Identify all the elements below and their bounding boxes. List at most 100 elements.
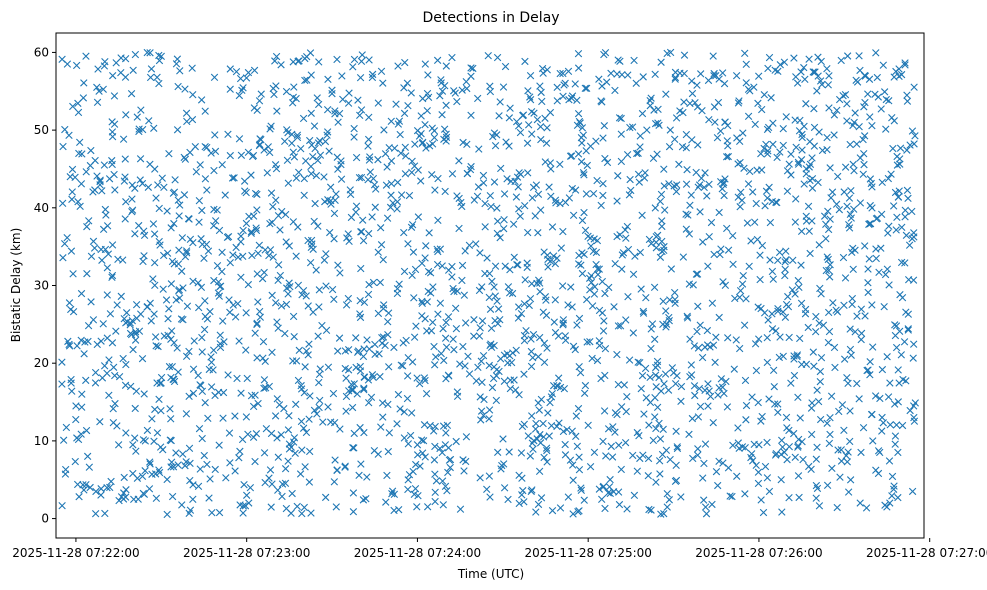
scatter-point (764, 147, 772, 155)
scatter-point (705, 115, 713, 124)
scatter-point (409, 248, 418, 256)
scatter-point (711, 118, 719, 126)
scatter-point (331, 107, 339, 115)
scatter-point (271, 299, 280, 307)
scatter-point (864, 90, 872, 98)
scatter-point (811, 68, 819, 76)
scatter-point (746, 87, 754, 95)
scatter-point (653, 231, 662, 240)
scatter-point (772, 449, 781, 458)
scatter-point (128, 317, 137, 325)
scatter-point (655, 457, 664, 465)
scatter-point (801, 310, 810, 318)
scatter-point (421, 120, 429, 129)
scatter-point (587, 278, 596, 287)
scatter-point (826, 261, 834, 269)
scatter-point (301, 363, 309, 371)
scatter-point (724, 464, 733, 472)
scatter-point (466, 165, 475, 174)
scatter-point (736, 137, 744, 146)
scatter-point (166, 436, 174, 444)
scatter-point (571, 80, 579, 88)
scatter-point (180, 191, 189, 199)
scatter-point (825, 327, 834, 336)
scatter-point (73, 342, 81, 350)
scatter-point (631, 252, 639, 260)
scatter-point (670, 135, 679, 144)
scatter-point (444, 313, 453, 321)
scatter-point (108, 156, 116, 165)
scatter-point (903, 146, 911, 154)
scatter-point (108, 339, 117, 347)
scatter-point (901, 213, 909, 221)
scatter-point (801, 75, 809, 83)
scatter-point (442, 101, 450, 110)
scatter-point (399, 362, 407, 370)
scatter-point (846, 140, 854, 149)
scatter-point (349, 63, 357, 71)
scatter-point (448, 53, 456, 62)
scatter-point (797, 68, 805, 76)
scatter-point (326, 183, 335, 191)
scatter-point (357, 173, 366, 182)
scatter-point (419, 138, 427, 147)
scatter-point (775, 353, 784, 362)
scatter-point (414, 166, 422, 174)
scatter-point (263, 169, 272, 177)
scatter-point (205, 365, 214, 374)
scatter-point (583, 338, 591, 346)
scatter-point (851, 109, 859, 117)
scatter-point (101, 205, 110, 214)
scatter-point (350, 124, 358, 133)
scatter-point (707, 218, 716, 227)
scatter-point (657, 387, 665, 395)
scatter-point (178, 267, 186, 275)
scatter-point (846, 437, 854, 446)
scatter-point (196, 161, 204, 169)
scatter-point (780, 448, 789, 456)
scatter-point (185, 347, 193, 356)
scatter-point (235, 91, 244, 100)
scatter-point (459, 342, 467, 351)
scatter-point (91, 509, 100, 518)
scatter-point (597, 201, 605, 210)
scatter-point (685, 430, 693, 439)
scatter-point (232, 243, 240, 252)
scatter-point (698, 353, 707, 362)
scatter-point (626, 175, 634, 184)
scatter-point (893, 161, 902, 169)
scatter-point (431, 186, 439, 194)
scatter-point (816, 77, 825, 85)
scatter-point (769, 366, 778, 374)
scatter-point (651, 335, 659, 343)
scatter-point (559, 319, 567, 327)
scatter-point (834, 446, 842, 454)
scatter-point (804, 323, 812, 332)
scatter-point (559, 427, 568, 436)
scatter-point (117, 493, 126, 501)
scatter-point (782, 247, 790, 255)
scatter-point (140, 231, 149, 240)
scatter-point (588, 354, 596, 363)
scatter-point (787, 379, 795, 387)
scatter-point (138, 179, 147, 188)
scatter-point (62, 423, 71, 432)
scatter-point (561, 440, 569, 449)
scatter-point (663, 49, 671, 58)
scatter-point (121, 155, 129, 163)
scatter-point (423, 298, 431, 306)
scatter-point (665, 317, 673, 325)
scatter-point (614, 380, 623, 389)
scatter-point (905, 241, 914, 249)
scatter-point (853, 140, 861, 148)
scatter-point (67, 247, 76, 255)
scatter-point (820, 212, 829, 220)
scatter-point (420, 374, 429, 382)
scatter-point (251, 329, 259, 337)
scatter-point (400, 408, 408, 416)
scatter-point (285, 445, 294, 453)
scatter-point (665, 142, 674, 151)
scatter-point (528, 194, 537, 202)
scatter-point (826, 273, 834, 281)
scatter-point (407, 223, 416, 231)
